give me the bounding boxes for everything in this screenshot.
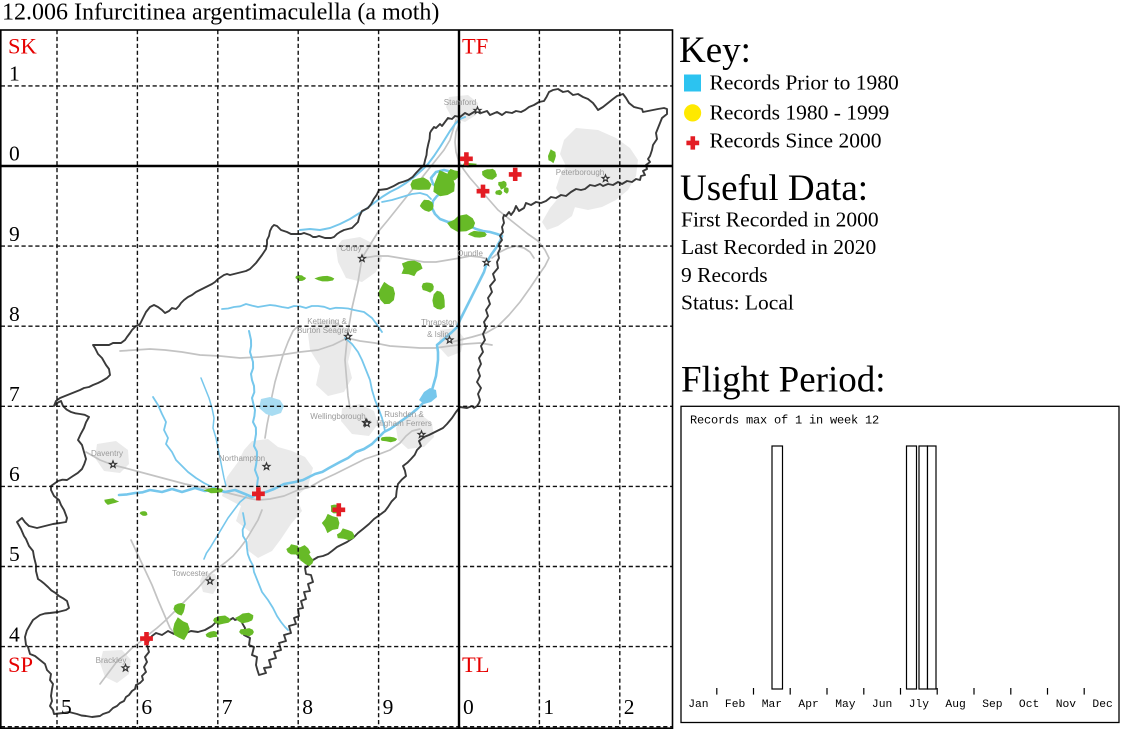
svg-text:May: May xyxy=(835,699,856,711)
svg-text:Status: Local: Status: Local xyxy=(681,291,794,315)
svg-text:8: 8 xyxy=(302,695,313,719)
svg-text:Records Since 2000: Records Since 2000 xyxy=(710,129,882,153)
svg-text:0: 0 xyxy=(9,142,20,166)
svg-text:5: 5 xyxy=(9,542,20,566)
svg-text:Apr: Apr xyxy=(798,699,818,711)
svg-text:Oct: Oct xyxy=(1019,699,1039,711)
svg-text:Thrapston: Thrapston xyxy=(421,318,457,327)
svg-text:Jun: Jun xyxy=(872,699,892,711)
svg-text:7: 7 xyxy=(222,695,233,719)
svg-text:Feb: Feb xyxy=(725,699,746,711)
svg-text:Jan: Jan xyxy=(688,699,708,711)
svg-text:Records 1980 - 1999: Records 1980 - 1999 xyxy=(710,100,890,124)
svg-text:Flight Period:: Flight Period: xyxy=(681,360,886,401)
svg-text:2: 2 xyxy=(624,695,635,719)
svg-text:Rushden &: Rushden & xyxy=(384,410,424,419)
svg-text:Northampton: Northampton xyxy=(219,454,265,463)
svg-text:Stamford: Stamford xyxy=(444,98,476,107)
svg-text:6: 6 xyxy=(9,462,20,486)
svg-text:6: 6 xyxy=(141,695,152,719)
svg-text:0: 0 xyxy=(463,695,474,719)
svg-text:8: 8 xyxy=(9,302,20,326)
svg-text:& Islip: & Islip xyxy=(427,330,449,339)
svg-text:Key:: Key: xyxy=(679,30,751,71)
svg-text:Peterborough: Peterborough xyxy=(556,168,604,177)
svg-text:Sep: Sep xyxy=(982,699,1003,711)
svg-text:Wellingborough: Wellingborough xyxy=(310,412,365,421)
svg-text:1: 1 xyxy=(543,695,554,719)
svg-text:Corby: Corby xyxy=(340,244,361,253)
svg-text:5: 5 xyxy=(61,695,72,719)
svg-text:Oundle: Oundle xyxy=(457,249,483,258)
svg-text:TL: TL xyxy=(462,652,490,677)
svg-text:Burton Seagrave: Burton Seagrave xyxy=(297,326,358,335)
svg-text:Last Recorded in 2020: Last Recorded in 2020 xyxy=(681,235,876,259)
svg-text:4: 4 xyxy=(9,622,20,646)
svg-text:Higham Ferrers: Higham Ferrers xyxy=(376,419,432,428)
svg-text:First Recorded in 2000: First Recorded in 2000 xyxy=(681,207,879,231)
svg-text:12.006 Infurcitinea argentimac: 12.006 Infurcitinea argentimaculella (a … xyxy=(2,0,439,26)
svg-text:Mar: Mar xyxy=(762,699,782,711)
svg-text:Records Prior to 1980: Records Prior to 1980 xyxy=(710,71,899,95)
svg-text:Nov: Nov xyxy=(1056,699,1077,711)
svg-text:Towcester: Towcester xyxy=(172,569,208,578)
svg-text:Kettering &: Kettering & xyxy=(307,317,347,326)
svg-text:1: 1 xyxy=(9,62,20,86)
svg-text:SK: SK xyxy=(8,34,38,59)
svg-text:Brackley: Brackley xyxy=(96,656,127,665)
svg-text:Useful Data:: Useful Data: xyxy=(680,168,868,209)
svg-text:Daventry: Daventry xyxy=(91,449,123,458)
svg-text:9: 9 xyxy=(9,222,20,246)
svg-text:9: 9 xyxy=(383,695,394,719)
svg-text:Aug: Aug xyxy=(945,699,965,711)
svg-text:Records max of 1 in week 12: Records max of 1 in week 12 xyxy=(690,414,879,428)
svg-text:SP: SP xyxy=(8,652,33,677)
svg-text:9 Records: 9 Records xyxy=(681,263,768,287)
svg-text:Dec: Dec xyxy=(1092,699,1112,711)
svg-text:7: 7 xyxy=(9,382,20,406)
svg-text:Jly: Jly xyxy=(909,699,930,711)
svg-text:TF: TF xyxy=(462,34,488,59)
